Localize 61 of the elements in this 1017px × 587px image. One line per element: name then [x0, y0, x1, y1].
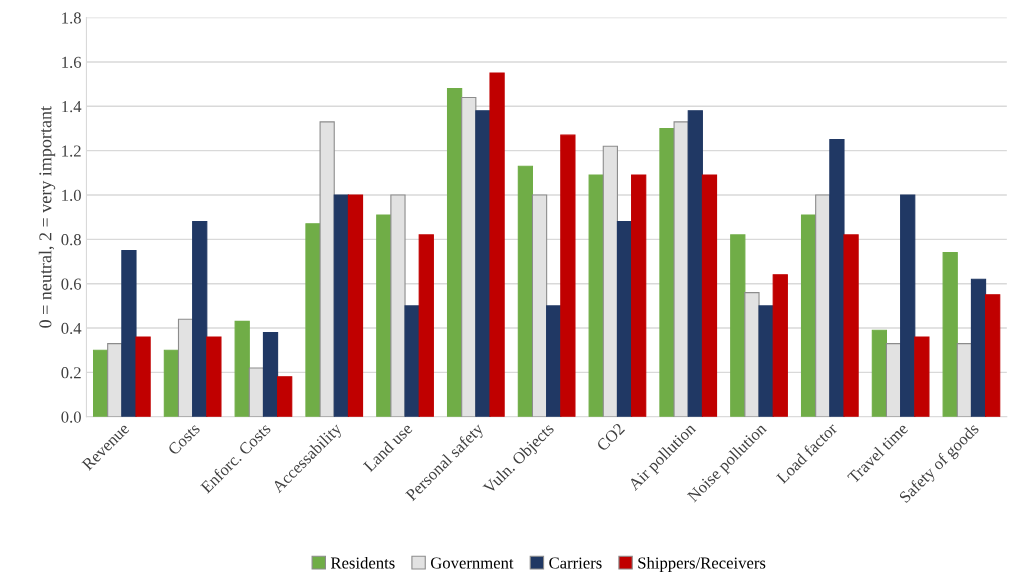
bar [772, 274, 788, 417]
y-tick-label: 0.6 [61, 278, 82, 290]
bar [262, 331, 279, 417]
y-tick-label: 0.2 [61, 367, 81, 379]
bar [248, 367, 264, 417]
bar [829, 139, 845, 417]
bar [914, 336, 930, 417]
bar [744, 292, 760, 417]
bar [871, 329, 888, 417]
x-tick-label: CO2 [596, 422, 626, 452]
y-tick-label: 1.6 [62, 56, 82, 68]
bar [517, 165, 534, 417]
y-axis-title: 0 = neutral, 2 = very important [38, 106, 56, 328]
bar [418, 234, 434, 417]
y-tick-label: 0.8 [61, 234, 81, 246]
y-tick-label: 0.4 [61, 322, 82, 335]
bar [446, 88, 463, 417]
bar [234, 320, 250, 417]
bar [758, 305, 774, 417]
legend-label: Shippers/Receivers [638, 556, 766, 572]
bar [546, 305, 562, 417]
bar [376, 214, 392, 417]
legend-label: Residents [330, 556, 395, 569]
bar [701, 174, 718, 417]
bar [475, 110, 491, 417]
bar [631, 174, 647, 417]
bar [800, 214, 817, 417]
y-tick-label: 1.2 [62, 145, 81, 157]
bar [347, 194, 364, 417]
legend-label: Carriers [549, 557, 602, 569]
y-tick-label: 1.8 [62, 12, 81, 24]
bar [121, 249, 137, 417]
bar [333, 194, 349, 417]
bar [588, 174, 604, 417]
bar [135, 336, 151, 417]
bar [843, 234, 859, 417]
bar [956, 343, 972, 417]
bar [192, 221, 208, 417]
bar [305, 223, 321, 417]
bar [277, 376, 293, 417]
bar [560, 134, 576, 417]
bar [163, 349, 180, 417]
bar [489, 72, 505, 417]
bar [206, 336, 222, 417]
bar [885, 343, 902, 417]
legend-label: Government [430, 557, 514, 569]
bar [687, 110, 703, 417]
y-tick-label: 1.0 [62, 189, 81, 202]
bar [900, 194, 916, 417]
y-tick-label: 0.0 [61, 411, 81, 423]
bar [659, 127, 675, 417]
bar [673, 121, 689, 417]
bar [404, 305, 420, 417]
bar [730, 234, 746, 417]
y-tick-label: 1.4 [62, 101, 82, 113]
bar [942, 252, 958, 417]
bar [616, 221, 633, 417]
bar [985, 294, 1001, 417]
bar [970, 278, 987, 417]
bar [92, 349, 109, 417]
bar [107, 343, 123, 417]
